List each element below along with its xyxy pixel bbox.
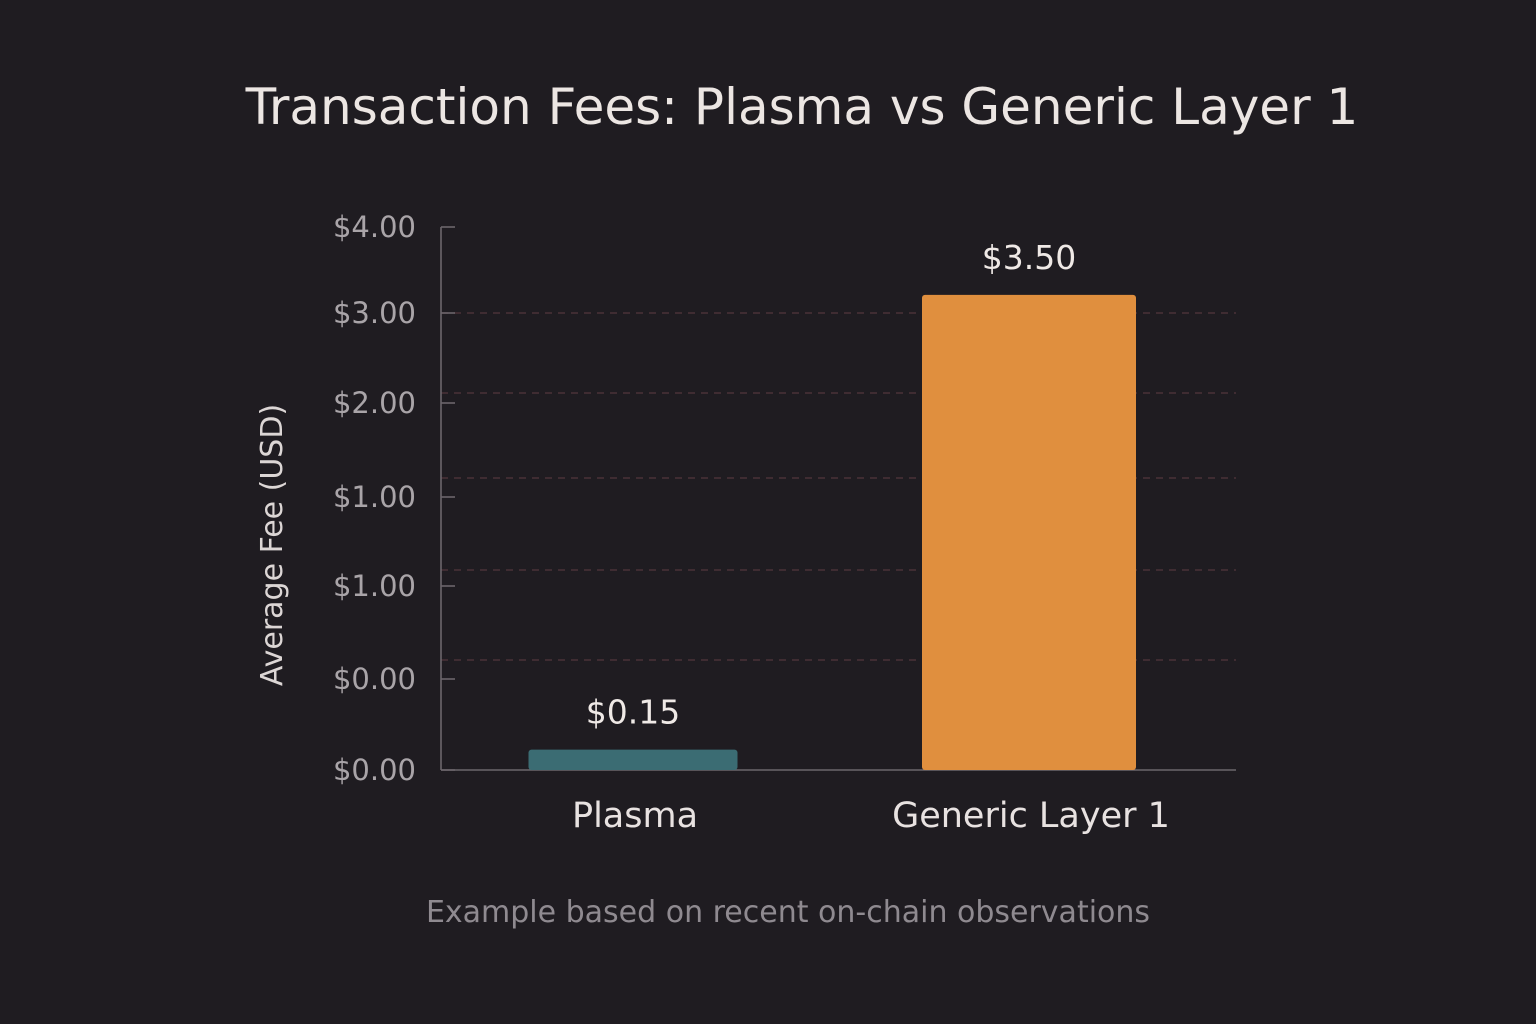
chart-title: Transaction Fees: Plasma vs Generic Laye…	[245, 78, 1359, 136]
bar-generic-layer-1	[922, 294, 1136, 770]
data-label: $3.50	[982, 238, 1076, 277]
y-tick-label: $2.00	[333, 386, 416, 420]
data-label: $0.15	[586, 693, 680, 732]
grid-layer	[441, 312, 1236, 661]
chart-footnote: Example based on recent on-chain observa…	[426, 895, 1150, 930]
bar-layer	[528, 294, 1136, 770]
y-tick-labels: $4.00 $3.00 $2.00 $1.00 $1.00 $0.00 $0.00	[333, 210, 416, 787]
x-category-label: Generic Layer 1	[892, 796, 1170, 836]
y-tick-label: $4.00	[333, 210, 416, 244]
y-tick-label: $1.00	[333, 480, 416, 514]
data-labels: $0.15 $3.50	[586, 238, 1076, 732]
category-labels: Plasma Generic Layer 1	[572, 796, 1170, 836]
bar-plasma	[528, 749, 738, 770]
y-tick-label: $1.00	[333, 569, 416, 603]
y-axis-label: Average Fee (USD)	[255, 404, 290, 686]
y-tick-label: $0.00	[333, 753, 416, 787]
y-tick-label: $0.00	[333, 662, 416, 696]
y-tick-label: $3.00	[333, 296, 416, 330]
x-category-label: Plasma	[572, 796, 698, 836]
